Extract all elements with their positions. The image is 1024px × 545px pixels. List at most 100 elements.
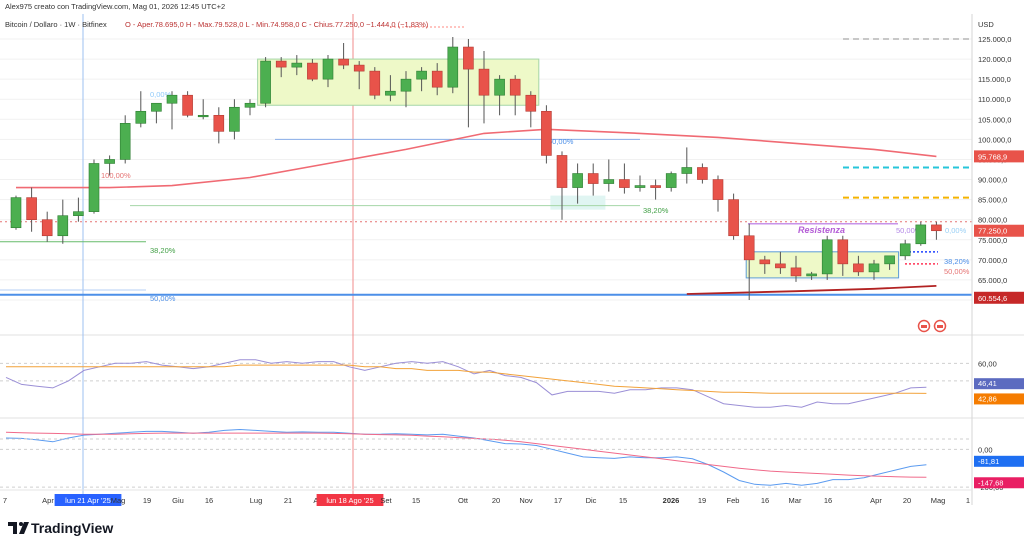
candle-body[interactable]: [837, 239, 849, 265]
candle-body[interactable]: [665, 173, 677, 188]
indicator-value-tag-text: -147,68: [978, 478, 1003, 487]
candle-body[interactable]: [463, 46, 474, 70]
candle-body[interactable]: [338, 58, 349, 66]
price-tick-label: 80.000,0: [978, 216, 1007, 225]
candle-body[interactable]: [728, 199, 739, 237]
candle-body[interactable]: [151, 102, 162, 112]
candle-body[interactable]: [759, 259, 771, 265]
candle-body[interactable]: [743, 235, 755, 261]
candle-body[interactable]: [88, 163, 100, 212]
indicator-value-tag-text: 42,86: [978, 394, 997, 403]
fib-label: 50,00%: [896, 226, 922, 235]
candle-body[interactable]: [400, 78, 412, 92]
candle-body[interactable]: [26, 197, 37, 220]
candle-body[interactable]: [681, 167, 693, 174]
symbol-title[interactable]: Bitcoin / Dollaro · 1W · Bitfinex: [5, 20, 107, 29]
candle-body[interactable]: [587, 173, 599, 184]
candle-body[interactable]: [790, 267, 802, 277]
candle-body[interactable]: [213, 114, 225, 132]
candle-body[interactable]: [634, 185, 646, 188]
time-tick-label: Apr: [870, 496, 882, 505]
time-tick-label: Nov: [519, 496, 533, 505]
candle-body[interactable]: [509, 78, 521, 96]
time-tick-label: 16: [824, 496, 832, 505]
us-flag-event-icon-stripe: [937, 325, 943, 328]
fib-label: 38,20%: [150, 246, 176, 255]
indicator-series-line: [5, 431, 927, 478]
candle-body[interactable]: [572, 173, 583, 188]
indicator-value-tag: [974, 455, 1024, 467]
candle-body[interactable]: [322, 58, 334, 80]
range-box-top: [257, 58, 540, 106]
time-tick-label: 7: [3, 496, 7, 505]
candle-body[interactable]: [166, 94, 178, 104]
indicator-value-tag: [974, 393, 1024, 405]
candle-body[interactable]: [10, 197, 22, 229]
candle-body[interactable]: [821, 239, 833, 275]
price-axis[interactable]: 125.000,0 120.000,0 115.000,0 110.000,0 105.…: [971, 14, 1024, 505]
crosshair-date-tag: [316, 494, 384, 506]
long-moving-average-line: [686, 285, 937, 295]
candle-body[interactable]: [260, 60, 271, 104]
fib-label: 0,00%: [150, 90, 172, 99]
candle-body[interactable]: [478, 68, 490, 96]
time-tick-label: 19: [698, 496, 706, 505]
price-tick-label: 100.000,0: [978, 135, 1011, 144]
candle-body[interactable]: [353, 64, 365, 72]
candle-body[interactable]: [275, 60, 287, 68]
candle-body[interactable]: [712, 179, 724, 200]
candle-body[interactable]: [229, 106, 240, 132]
candle-body[interactable]: [899, 243, 911, 257]
last-price-tag-text: 60.554,6: [978, 294, 1007, 303]
indicator-series-line: [5, 359, 927, 408]
tradingview-logo-icon: [8, 522, 29, 534]
candle-body[interactable]: [603, 179, 615, 184]
candle-body[interactable]: [73, 211, 84, 216]
candle-body[interactable]: [135, 110, 147, 124]
candle-body[interactable]: [57, 215, 69, 237]
candle-body[interactable]: [291, 62, 303, 68]
candlestick-series: [10, 36, 942, 300]
price-tick-label: 90.000,0: [978, 176, 1007, 185]
candle-body[interactable]: [494, 78, 505, 96]
candle-body[interactable]: [853, 263, 864, 273]
time-tick-label: 15: [619, 496, 627, 505]
currency-label: USD: [978, 20, 994, 29]
candle-body[interactable]: [525, 94, 537, 112]
candle-body[interactable]: [416, 70, 427, 80]
candle-body[interactable]: [369, 70, 381, 96]
candle-body[interactable]: [307, 62, 318, 80]
candle-body[interactable]: [41, 219, 53, 237]
candle-body[interactable]: [915, 224, 927, 245]
fib-label: 50,00%: [150, 294, 176, 303]
fib-label: 38,20%: [944, 257, 970, 266]
indicator-tick-label: 60,00: [978, 359, 997, 368]
candle-body[interactable]: [697, 167, 708, 180]
candle-body[interactable]: [197, 114, 209, 118]
indicator-series-line: [5, 428, 927, 486]
candle-body[interactable]: [541, 110, 552, 156]
candle-body[interactable]: [119, 123, 131, 160]
price-tick-label: 115.000,0: [978, 75, 1011, 84]
time-tick-label: 16: [761, 496, 769, 505]
candle-body[interactable]: [431, 70, 443, 88]
candle-body[interactable]: [619, 179, 630, 188]
candle-body[interactable]: [182, 94, 193, 116]
candle-body[interactable]: [868, 263, 880, 273]
candle-body[interactable]: [806, 273, 817, 277]
candle-body[interactable]: [556, 155, 568, 188]
candle-body[interactable]: [884, 255, 895, 265]
candle-body[interactable]: [104, 159, 115, 164]
tradingview-logo[interactable]: TradingView: [8, 520, 113, 536]
candle-body[interactable]: [931, 224, 942, 232]
price-tick-label: 85.000,0: [978, 196, 1007, 205]
candle-body[interactable]: [650, 185, 661, 188]
candle-body[interactable]: [385, 90, 396, 96]
indicator-value-tag-text: 46,41: [978, 379, 997, 388]
time-tick-label: 1: [966, 496, 970, 505]
candle-body[interactable]: [775, 263, 786, 269]
candle-body[interactable]: [447, 46, 459, 88]
candle-body[interactable]: [244, 102, 256, 108]
